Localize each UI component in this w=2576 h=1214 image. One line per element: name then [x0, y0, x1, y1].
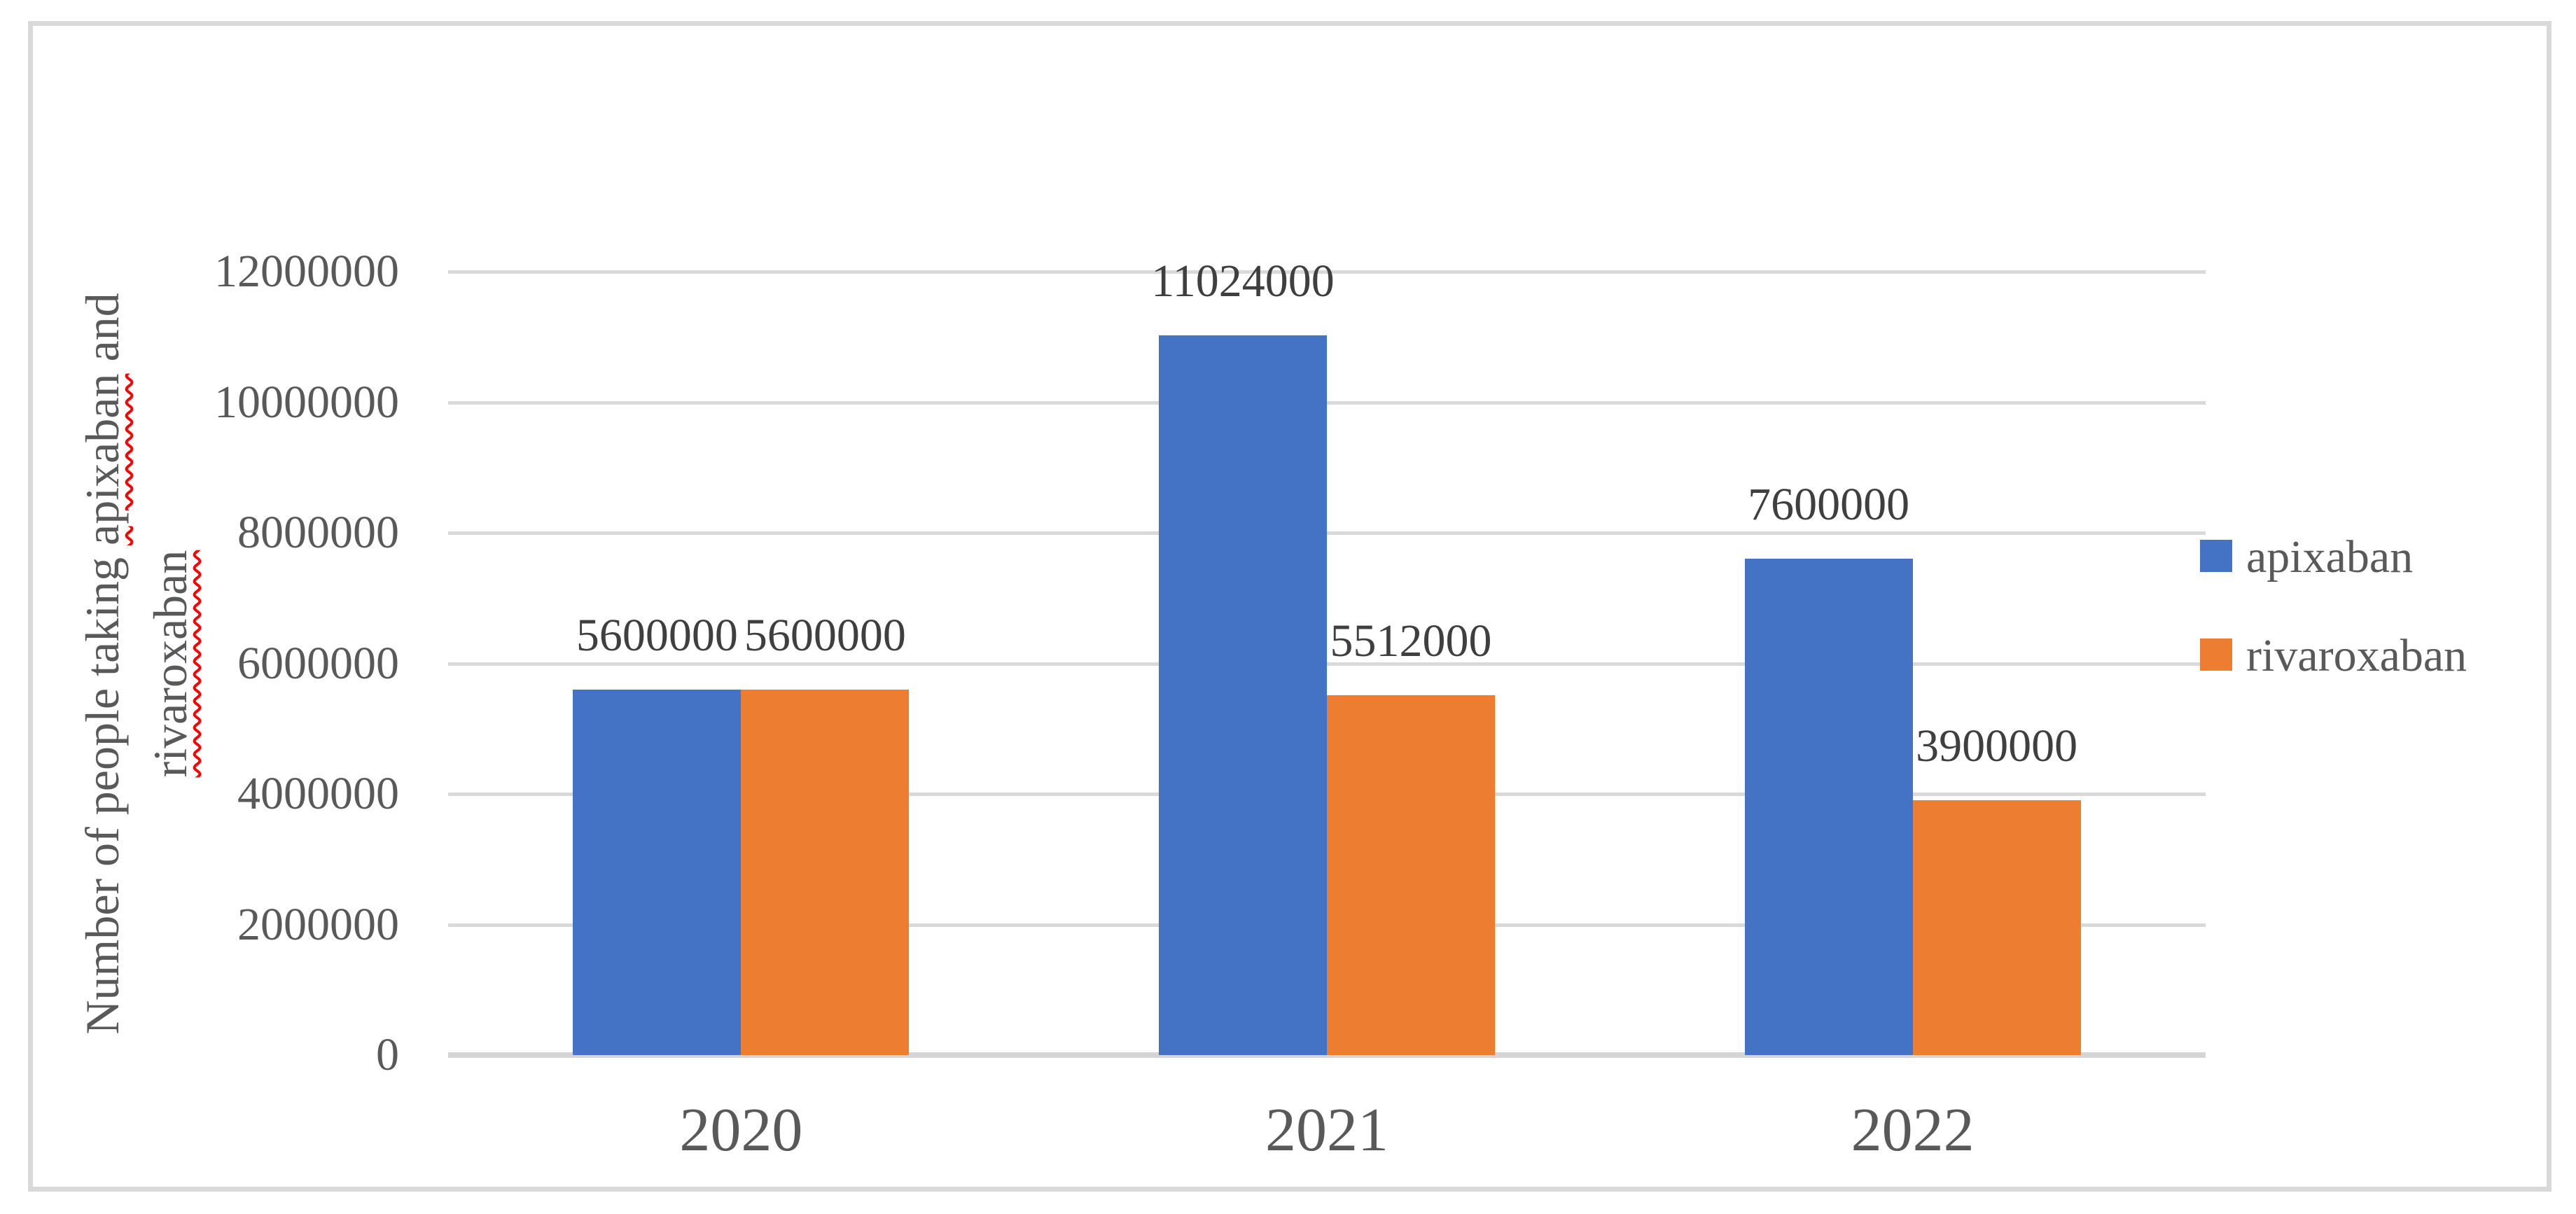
gridline-10000000 [448, 400, 2206, 405]
apixaban-legend-swatch-icon [2200, 540, 2232, 572]
y-tick-label-10000000: 10000000 [214, 376, 399, 428]
x-axis-line [448, 1052, 2206, 1058]
rivaroxaban-legend-swatch-icon [2200, 639, 2232, 671]
data-label-rivaroxaban-2022: 3900000 [1916, 720, 2078, 772]
bar-rivaroxaban-2020 [741, 689, 910, 1055]
y-tick-label-2000000: 2000000 [237, 898, 399, 950]
legend-label-apixaban: apixaban [2246, 531, 2414, 582]
data-label-apixaban-2022: 7600000 [1748, 479, 1910, 531]
bar-rivaroxaban-2021 [1327, 695, 1495, 1055]
x-category-label-2021: 2021 [1265, 1096, 1388, 1164]
gridline-8000000 [448, 531, 2206, 535]
legend-label-rivaroxaban: rivaroxaban [2246, 630, 2467, 681]
gridline-6000000 [448, 662, 2206, 666]
data-label-rivaroxaban-2020: 5600000 [744, 609, 906, 661]
data-label-rivaroxaban-2021: 5512000 [1330, 615, 1492, 667]
y-tick-label-0: 0 [376, 1029, 399, 1080]
y-tick-label-6000000: 6000000 [237, 637, 399, 689]
y-tick-label-4000000: 4000000 [237, 768, 399, 819]
y-axis-title-line1-suffix: and [76, 293, 129, 374]
gridline-12000000 [448, 270, 2206, 274]
data-label-apixaban-2020: 5600000 [576, 609, 738, 661]
bar-rivaroxaban-2022 [1912, 800, 2081, 1055]
y-tick-label-12000000: 12000000 [214, 246, 399, 297]
bar-apixaban-2022 [1744, 559, 1913, 1055]
x-category-label-2020: 2020 [679, 1096, 803, 1164]
bar-apixaban-2021 [1159, 335, 1327, 1055]
data-label-apixaban-2021: 11024000 [1151, 256, 1335, 307]
x-category-label-2022: 2022 [1851, 1096, 1975, 1164]
y-tick-label-8000000: 8000000 [237, 507, 399, 558]
bar-apixaban-2020 [573, 689, 742, 1055]
